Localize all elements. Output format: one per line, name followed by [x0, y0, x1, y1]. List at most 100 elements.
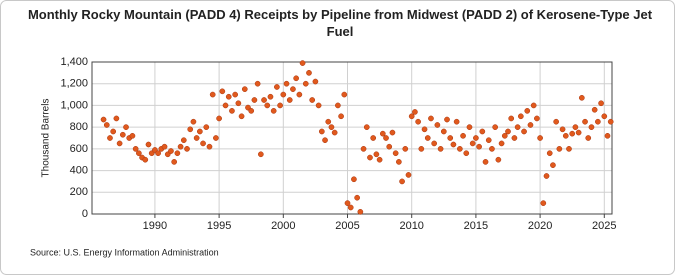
point	[550, 162, 556, 168]
point	[604, 132, 611, 139]
point	[286, 97, 293, 103]
point	[405, 172, 412, 178]
point	[479, 128, 486, 135]
point	[229, 108, 235, 114]
point	[145, 141, 152, 148]
point	[521, 128, 527, 135]
point	[103, 122, 110, 128]
point	[460, 132, 466, 139]
point	[296, 91, 303, 98]
point	[575, 129, 582, 136]
source: Source: U.S. Energy Information Administ…	[30, 247, 219, 257]
point	[270, 108, 277, 114]
point	[174, 150, 181, 157]
point	[248, 108, 255, 114]
point	[113, 115, 120, 122]
point	[537, 135, 543, 141]
point	[290, 86, 296, 92]
point	[376, 156, 383, 163]
point	[274, 84, 280, 90]
point	[197, 128, 203, 135]
point	[136, 150, 142, 157]
point	[328, 124, 335, 130]
point	[241, 86, 248, 92]
title-box: Monthly Rocky Mountain (PADD 4) Receipts…	[28, 7, 652, 39]
point	[517, 113, 524, 120]
point	[415, 118, 421, 125]
y-tick-label: 0	[82, 208, 88, 220]
point	[360, 146, 367, 152]
point	[447, 135, 454, 141]
point	[424, 135, 431, 141]
point	[396, 159, 402, 165]
point	[168, 148, 174, 154]
point	[489, 146, 495, 152]
point	[116, 140, 123, 147]
point	[495, 156, 502, 163]
point	[344, 200, 351, 206]
point	[254, 80, 261, 87]
point	[457, 146, 463, 152]
point	[209, 91, 216, 98]
point	[184, 146, 190, 152]
point	[546, 150, 553, 157]
point	[572, 124, 579, 130]
point	[132, 146, 139, 152]
point	[578, 94, 585, 101]
point	[293, 75, 299, 82]
point	[386, 143, 393, 150]
point	[142, 156, 149, 163]
point	[434, 122, 441, 128]
point	[466, 124, 473, 130]
point	[440, 128, 447, 135]
point	[514, 124, 521, 130]
point	[450, 141, 457, 148]
point	[553, 118, 559, 125]
point	[389, 129, 396, 136]
point	[562, 132, 569, 139]
plot-area	[91, 61, 613, 215]
point	[598, 100, 604, 107]
y-tick-label: 1,200	[60, 78, 88, 90]
point	[591, 106, 598, 113]
point	[412, 109, 418, 115]
point	[264, 102, 271, 109]
point	[257, 151, 264, 158]
point	[177, 143, 184, 150]
point	[524, 108, 531, 114]
x-tick-label: 2005	[335, 220, 359, 232]
point	[341, 91, 348, 98]
point	[251, 97, 258, 103]
x-tick-label: 2015	[464, 220, 488, 232]
point	[219, 88, 226, 95]
point	[569, 130, 576, 137]
point	[347, 204, 354, 211]
point	[601, 113, 608, 120]
point	[190, 118, 197, 125]
point	[129, 132, 136, 139]
point	[155, 150, 161, 157]
point	[444, 116, 450, 123]
point	[354, 194, 360, 201]
point	[428, 115, 434, 122]
point	[267, 93, 274, 100]
point	[119, 131, 126, 138]
point	[585, 135, 592, 141]
point	[225, 93, 232, 100]
point	[283, 80, 290, 87]
point	[299, 60, 306, 66]
point	[331, 129, 338, 136]
x-tick-label: 2010	[399, 220, 423, 232]
point	[511, 135, 518, 141]
point	[315, 102, 322, 109]
point	[566, 146, 572, 152]
point	[431, 140, 438, 147]
point	[335, 102, 341, 109]
point	[171, 159, 178, 165]
point	[363, 124, 370, 130]
point	[357, 208, 364, 215]
point	[543, 173, 550, 179]
point	[187, 126, 194, 133]
point	[588, 124, 595, 130]
point	[530, 102, 537, 109]
